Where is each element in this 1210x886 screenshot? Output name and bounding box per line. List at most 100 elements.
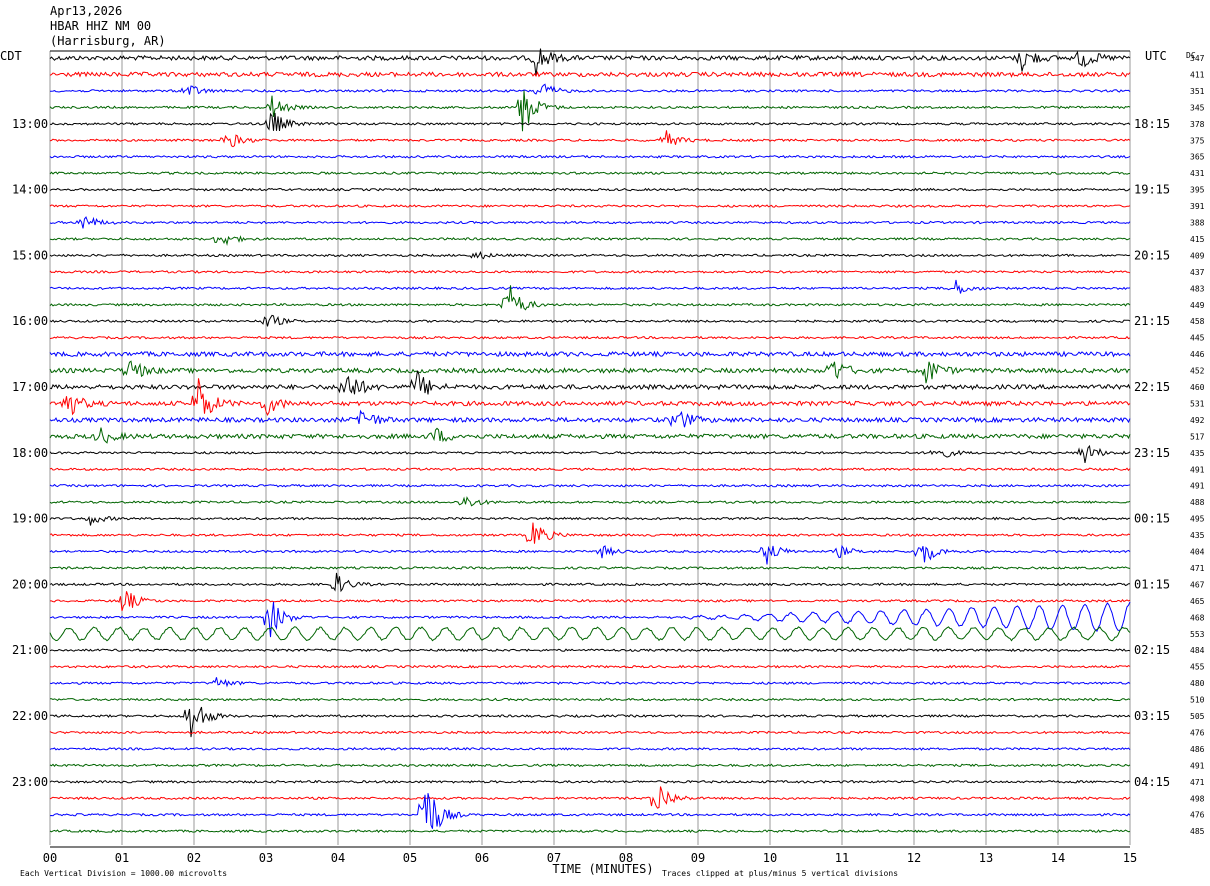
seismic-trace bbox=[49, 370, 1131, 395]
seismic-trace bbox=[49, 829, 1131, 834]
dc-offset-label: 484 bbox=[1190, 646, 1205, 655]
dc-offset-label: 505 bbox=[1190, 712, 1205, 721]
dc-offset-label: 492 bbox=[1190, 416, 1205, 425]
dc-offset-label: 431 bbox=[1190, 169, 1205, 178]
scale-note: Each Vertical Division = 1000.00 microvo… bbox=[20, 869, 228, 878]
dc-offset-label: 446 bbox=[1190, 350, 1205, 359]
x-tick-label: 11 bbox=[835, 851, 849, 865]
dc-offset-label: 388 bbox=[1190, 219, 1205, 228]
left-hour-label: 19:00 bbox=[12, 512, 48, 526]
dc-offset-label: 345 bbox=[1190, 103, 1205, 112]
dc-offset-label: 449 bbox=[1190, 301, 1205, 310]
seismic-trace bbox=[49, 626, 1131, 642]
dc-offset-label: 375 bbox=[1190, 136, 1205, 145]
dc-offset-label: 437 bbox=[1190, 268, 1205, 277]
clip-note: Traces clipped at plus/minus 5 vertical … bbox=[662, 869, 899, 878]
dc-offset-label: 409 bbox=[1190, 251, 1205, 260]
right-timezone-label: UTC bbox=[1145, 49, 1167, 63]
left-hour-label: 16:00 bbox=[12, 314, 48, 328]
seismic-trace bbox=[49, 204, 1131, 208]
x-tick-label: 03 bbox=[259, 851, 273, 865]
label-group: 00 01 02 03 04 05 06 07 08 09 10 11 12 13 14 15 TIME (MI… bbox=[12, 54, 1205, 876]
dc-offset-label: 471 bbox=[1190, 778, 1205, 787]
seismic-trace bbox=[49, 786, 1131, 809]
right-hour-label: 23:15 bbox=[1134, 446, 1170, 460]
x-tick-label: 14 bbox=[1051, 851, 1065, 865]
seismic-trace bbox=[49, 793, 1131, 829]
seismic-trace bbox=[49, 544, 1131, 565]
right-hour-label: 02:15 bbox=[1134, 643, 1170, 657]
seismic-trace bbox=[49, 378, 1131, 417]
seismic-trace bbox=[49, 171, 1131, 175]
x-tick-label: 08 bbox=[619, 851, 633, 865]
seismic-trace bbox=[49, 664, 1131, 669]
dc-offset-label: 465 bbox=[1190, 597, 1205, 606]
seismic-trace bbox=[49, 187, 1131, 192]
grid-lines bbox=[49, 50, 1131, 848]
left-hour-label: 14:00 bbox=[12, 183, 48, 197]
seismic-trace bbox=[49, 350, 1131, 358]
left-hour-label: 20:00 bbox=[12, 577, 48, 591]
seismic-trace bbox=[49, 360, 1131, 384]
right-hour-label: 19:15 bbox=[1134, 183, 1170, 197]
seismic-trace bbox=[49, 48, 1131, 77]
left-hour-label: 22:00 bbox=[12, 709, 48, 723]
seismic-trace bbox=[49, 572, 1130, 593]
dc-offset-label: 445 bbox=[1190, 334, 1205, 343]
x-tick-label: 02 bbox=[187, 851, 201, 865]
dc-offset-label: 485 bbox=[1190, 827, 1205, 836]
dc-offset-label: 483 bbox=[1190, 284, 1205, 293]
dc-offset-label: 365 bbox=[1190, 153, 1205, 162]
x-tick-label: 05 bbox=[403, 851, 417, 865]
seismic-trace bbox=[49, 216, 1131, 229]
dc-offset-label: 468 bbox=[1190, 613, 1205, 622]
seismic-trace bbox=[49, 706, 1131, 738]
dc-offset-label: 347 bbox=[1190, 54, 1205, 63]
dc-offset-label: 435 bbox=[1190, 531, 1205, 540]
dc-offset-label: 476 bbox=[1190, 811, 1205, 820]
left-timezone-label: CDT bbox=[0, 49, 22, 63]
x-tick-label: 01 bbox=[115, 851, 129, 865]
seismic-trace bbox=[49, 483, 1131, 488]
dc-offset-label: 411 bbox=[1190, 70, 1205, 79]
right-hour-label: 18:15 bbox=[1134, 117, 1170, 131]
seismic-trace bbox=[49, 496, 1131, 507]
dc-offset-label: 510 bbox=[1190, 696, 1205, 705]
x-tick-label: 00 bbox=[43, 851, 57, 865]
header-location: (Harrisburg, AR) bbox=[50, 34, 166, 48]
dc-offset-label: 531 bbox=[1190, 399, 1205, 408]
dc-offset-label: 498 bbox=[1190, 794, 1205, 803]
seismic-trace bbox=[49, 250, 1131, 260]
seismic-trace bbox=[49, 648, 1131, 653]
dc-offset-label: 351 bbox=[1190, 87, 1205, 96]
x-axis-label: TIME (MINUTES) bbox=[552, 862, 653, 876]
seismic-trace bbox=[49, 467, 1131, 472]
dc-offset-label: 495 bbox=[1190, 515, 1205, 524]
dc-offset-label: 435 bbox=[1190, 449, 1205, 458]
seismic-trace bbox=[49, 730, 1131, 735]
x-tick-label: 12 bbox=[907, 851, 921, 865]
x-tick-label: 09 bbox=[691, 851, 705, 865]
dc-offset-label: 460 bbox=[1190, 383, 1205, 392]
seismic-trace bbox=[49, 522, 1131, 544]
seismic-trace bbox=[49, 279, 1131, 294]
seismic-trace bbox=[49, 763, 1131, 768]
dc-offset-label: 404 bbox=[1190, 548, 1205, 557]
dc-offset-label: 517 bbox=[1190, 432, 1205, 441]
right-hour-label: 04:15 bbox=[1134, 775, 1170, 789]
seismic-trace bbox=[49, 71, 1131, 78]
seismic-trace bbox=[49, 285, 1131, 311]
dc-offset-label: 553 bbox=[1190, 630, 1205, 639]
x-tick-label: 07 bbox=[547, 851, 561, 865]
left-hour-label: 23:00 bbox=[12, 775, 48, 789]
seismic-trace bbox=[49, 566, 1131, 570]
left-hour-label: 13:00 bbox=[12, 117, 48, 131]
seismic-trace bbox=[49, 154, 1131, 159]
left-hour-label: 18:00 bbox=[12, 446, 48, 460]
seismic-trace bbox=[49, 409, 1131, 428]
seismic-trace bbox=[50, 697, 1131, 702]
dc-offset-label: 378 bbox=[1190, 120, 1205, 129]
left-hour-label: 17:00 bbox=[12, 380, 48, 394]
dc-offset-label: 476 bbox=[1190, 728, 1205, 737]
